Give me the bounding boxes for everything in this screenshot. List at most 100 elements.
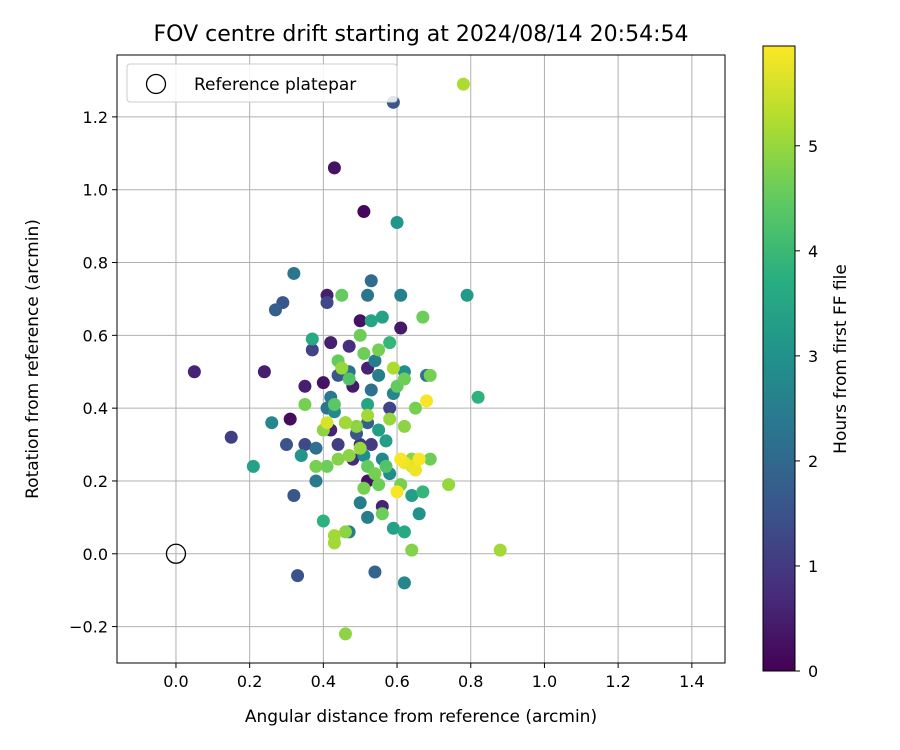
colorbar-ticks: 0 1 2 3 4 5 bbox=[795, 137, 818, 681]
legend-box bbox=[126, 63, 398, 103]
data-point bbox=[357, 481, 371, 495]
axis-ticks: 0.0 0.2 0.4 0.6 0.8 1.0 1.2 1.4 −0.2 0.0 0.2 0.4 0.6… bbox=[69, 108, 704, 691]
y-tick-label: 0.8 bbox=[83, 254, 108, 273]
data-point bbox=[298, 398, 312, 412]
data-point bbox=[397, 576, 411, 590]
data-point bbox=[291, 569, 305, 583]
data-point bbox=[390, 485, 404, 499]
colorbar-tick-label: 2 bbox=[808, 452, 818, 471]
data-point bbox=[353, 328, 367, 342]
data-point bbox=[386, 361, 400, 375]
colorbar-label: Hours from first FF file bbox=[831, 264, 851, 454]
data-point bbox=[416, 485, 430, 499]
data-point bbox=[298, 438, 312, 452]
data-point bbox=[460, 288, 474, 302]
data-point bbox=[298, 379, 312, 393]
data-point bbox=[294, 448, 308, 462]
data-point bbox=[335, 288, 349, 302]
data-point bbox=[287, 266, 301, 280]
data-point bbox=[416, 310, 430, 324]
data-point bbox=[364, 383, 378, 397]
data-point bbox=[423, 368, 437, 382]
data-point bbox=[397, 525, 411, 539]
data-point bbox=[338, 525, 352, 539]
colorbar-frame bbox=[762, 45, 796, 672]
y-tick-label: 0.4 bbox=[83, 399, 108, 418]
colorbar: 0 1 2 3 4 5 Hours from first FF file bbox=[762, 45, 851, 681]
x-tick-label: 1.2 bbox=[605, 672, 630, 691]
data-point bbox=[442, 478, 456, 492]
data-point bbox=[361, 408, 375, 422]
chart-title: FOV centre drift starting at 2024/08/14 … bbox=[154, 22, 689, 47]
x-tick-label: 1.4 bbox=[679, 672, 704, 691]
data-point bbox=[364, 274, 378, 288]
data-point bbox=[423, 452, 437, 466]
data-point bbox=[283, 412, 297, 426]
x-tick-label: 0.2 bbox=[237, 672, 262, 691]
plot-frame bbox=[116, 54, 726, 664]
data-point bbox=[493, 543, 507, 557]
data-point bbox=[316, 514, 330, 528]
data-point bbox=[335, 361, 349, 375]
x-tick-label: 0.4 bbox=[311, 672, 336, 691]
data-point bbox=[320, 416, 334, 430]
legend-marker-reference bbox=[145, 73, 167, 95]
data-point bbox=[372, 478, 386, 492]
data-point bbox=[372, 368, 386, 382]
legend: Reference platepar bbox=[126, 63, 398, 103]
data-point bbox=[350, 419, 364, 433]
data-point bbox=[327, 161, 341, 175]
reference-point-marker bbox=[165, 543, 187, 564]
x-tick-label: 0.8 bbox=[458, 672, 483, 691]
data-point bbox=[342, 448, 356, 462]
data-point bbox=[309, 474, 323, 488]
data-point bbox=[386, 521, 400, 535]
data-point bbox=[412, 507, 426, 521]
data-point bbox=[383, 336, 397, 350]
data-point bbox=[397, 419, 411, 433]
data-point bbox=[305, 343, 319, 357]
data-point bbox=[368, 354, 382, 368]
data-point bbox=[265, 416, 279, 430]
y-tick-label: 0.2 bbox=[83, 472, 108, 491]
data-point bbox=[383, 412, 397, 426]
data-point bbox=[309, 441, 323, 455]
data-point bbox=[372, 343, 386, 357]
reference-marker-group bbox=[165, 543, 187, 564]
y-axis-label: Rotation from reference (arcmin) bbox=[23, 219, 43, 499]
data-point bbox=[246, 459, 260, 473]
data-point bbox=[375, 507, 389, 521]
data-point bbox=[394, 321, 408, 335]
colorbar-tick-label: 3 bbox=[808, 347, 818, 366]
data-point bbox=[405, 543, 419, 557]
data-point bbox=[390, 215, 404, 229]
legend-label-reference: Reference platepar bbox=[194, 75, 356, 95]
y-tick-label: 0.6 bbox=[83, 326, 108, 345]
y-tick-label: 1.2 bbox=[83, 108, 108, 127]
data-point bbox=[331, 438, 345, 452]
data-point bbox=[471, 390, 485, 404]
colorbar-tick-label: 5 bbox=[808, 137, 818, 156]
data-point bbox=[383, 401, 397, 415]
data-point bbox=[338, 416, 352, 430]
grid bbox=[117, 55, 725, 663]
x-tick-label: 1.0 bbox=[532, 672, 557, 691]
data-point bbox=[327, 398, 341, 412]
y-tick-label: −0.2 bbox=[69, 618, 108, 637]
colorbar-tick-label: 1 bbox=[808, 557, 818, 576]
data-point bbox=[338, 627, 352, 641]
data-point bbox=[405, 489, 419, 503]
y-tick-label: 1.0 bbox=[83, 181, 108, 200]
data-points bbox=[187, 77, 507, 641]
data-point bbox=[394, 452, 408, 466]
data-point bbox=[342, 372, 356, 386]
x-axis-label: Angular distance from reference (arcmin) bbox=[245, 707, 597, 727]
data-point bbox=[257, 365, 271, 379]
data-point bbox=[187, 365, 201, 379]
data-point bbox=[420, 394, 434, 408]
data-point bbox=[309, 459, 323, 473]
data-point bbox=[364, 438, 378, 452]
data-point bbox=[357, 205, 371, 219]
data-point bbox=[397, 372, 411, 386]
